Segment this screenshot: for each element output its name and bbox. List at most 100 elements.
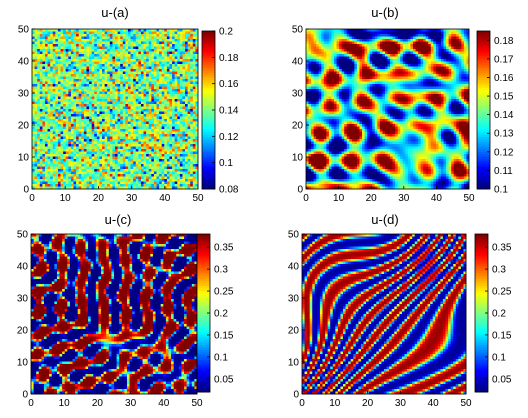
heatmap-cell [372, 34, 376, 37]
heatmap-cell [39, 84, 43, 87]
heatmap-cell [164, 154, 168, 157]
heatmap-cell [172, 59, 176, 62]
heatmap-cell [60, 174, 64, 177]
heatmap-cell [57, 144, 61, 147]
heatmap-cell [83, 184, 87, 187]
heatmap-cell [99, 74, 103, 77]
heatmap-cell [68, 104, 72, 107]
heatmap-cell [151, 106, 155, 110]
heatmap-cell [143, 59, 147, 62]
heatmap-cell [55, 181, 59, 185]
heatmap-cell [143, 139, 147, 142]
heatmap-cell [81, 96, 85, 100]
heatmap-cell [86, 164, 90, 167]
heatmap-cell [185, 66, 189, 70]
heatmap-cell [133, 49, 137, 52]
heatmap-cell [166, 126, 170, 130]
heatmap-cell [166, 134, 170, 137]
heatmap-cell [185, 186, 189, 190]
heatmap-cell [94, 184, 98, 187]
heatmap-cell [164, 41, 168, 45]
heatmap-cell [76, 29, 80, 32]
heatmap-cell [39, 171, 43, 175]
heatmap-cell [107, 154, 111, 157]
heatmap-cell [192, 116, 196, 120]
heatmap-cell [318, 51, 322, 55]
heatmap-cell [120, 156, 124, 160]
heatmap-cell [151, 166, 155, 170]
heatmap-cell [190, 29, 194, 32]
heatmap-cell [86, 144, 90, 147]
heatmap-cell [156, 149, 160, 152]
heatmap-cell [192, 51, 196, 55]
heatmap-cell [177, 131, 181, 135]
heatmap-cell [177, 186, 181, 190]
heatmap-cell [81, 161, 85, 165]
heatmap-cell [316, 39, 320, 42]
heatmap-cell [156, 36, 160, 40]
heatmap-cell [117, 54, 121, 57]
heatmap-cell [379, 29, 383, 32]
heatmap-cell [130, 101, 134, 105]
heatmap-cell [91, 56, 95, 60]
heatmap-cell [153, 81, 157, 85]
heatmap-cell [50, 71, 54, 75]
heatmap-cell [354, 39, 358, 42]
heatmap-cell [52, 124, 56, 127]
heatmap-cell [159, 89, 163, 92]
heatmap-cell [55, 29, 59, 32]
heatmap-cell [102, 74, 106, 77]
heatmap-cell [174, 34, 178, 37]
heatmap-cell [187, 126, 191, 130]
heatmap-cell [63, 179, 67, 182]
heatmap-cell [135, 94, 139, 97]
heatmap-cell [354, 29, 358, 32]
heatmap-cell [174, 96, 178, 100]
heatmap-cell [192, 139, 196, 142]
heatmap-cell [179, 134, 183, 137]
heatmap-cell [63, 46, 67, 50]
heatmap-cell [104, 39, 108, 42]
heatmap-cell [125, 91, 129, 95]
heatmap-cell [164, 161, 168, 165]
heatmap-cell [172, 94, 176, 97]
heatmap-cell [104, 64, 108, 67]
heatmap-cell [410, 31, 414, 35]
heatmap-cell [166, 114, 170, 117]
heatmap-cell [161, 59, 165, 62]
heatmap-cell [344, 51, 348, 55]
heatmap-cell [60, 84, 64, 87]
heatmap-cell [138, 129, 142, 132]
heatmap-cell [195, 89, 199, 92]
heatmap-cell [466, 49, 470, 52]
heatmap-cell [138, 174, 142, 177]
heatmap-cell [164, 59, 168, 62]
heatmap-cell [112, 129, 116, 132]
heatmap-cell [133, 164, 137, 167]
heatmap-cell [169, 144, 173, 147]
heatmap-cell [83, 114, 87, 117]
heatmap-cell [130, 184, 134, 187]
heatmap-cell [44, 186, 48, 190]
heatmap-cell [50, 29, 54, 32]
heatmap-cell [130, 41, 134, 45]
heatmap-cell [107, 136, 111, 140]
heatmap-cell [76, 111, 80, 115]
heatmap-cell [83, 49, 87, 52]
heatmap-cell [161, 169, 165, 172]
heatmap-cell [55, 31, 59, 35]
heatmap-cell [187, 179, 191, 182]
heatmap-cell [44, 59, 48, 62]
heatmap-cell [83, 146, 87, 150]
heatmap-cell [65, 99, 69, 102]
heatmap-cell [37, 186, 41, 190]
heatmap-cell [138, 41, 142, 45]
heatmap-cell [326, 36, 330, 40]
heatmap-cell [135, 184, 139, 187]
heatmap-cell [60, 51, 64, 55]
heatmap-cell [78, 134, 82, 137]
heatmap-cell [52, 164, 56, 167]
